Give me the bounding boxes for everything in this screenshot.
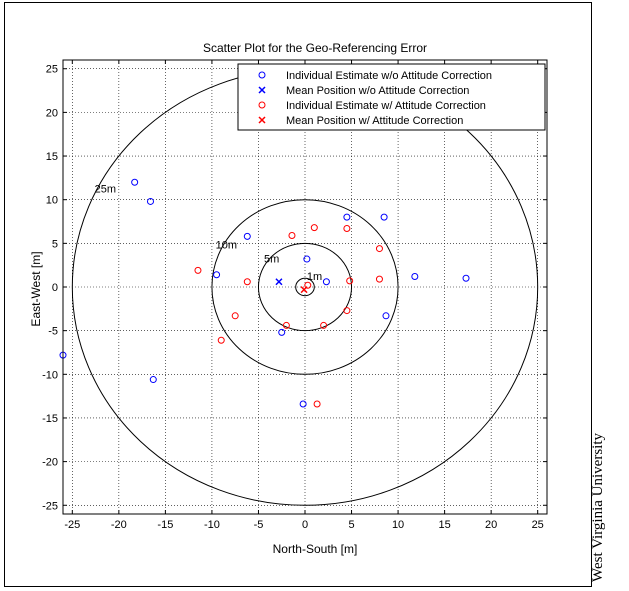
data-points — [59, 178, 470, 408]
circle-label: 5m — [264, 254, 279, 266]
figure-frame — [4, 2, 592, 587]
x-tick-label: 5 — [348, 519, 354, 531]
data-point-series-1 — [243, 232, 251, 240]
x-tick-label: -20 — [111, 519, 127, 531]
x-axis-label: North-South [m] — [273, 542, 358, 556]
legend-marker-stroke — [258, 116, 266, 124]
data-point-series-4-stroke — [300, 286, 308, 294]
circle-label: 10m — [216, 240, 237, 252]
y-tick-label: 20 — [46, 107, 58, 119]
x-tick-label: -15 — [157, 519, 173, 531]
y-tick-label: -25 — [42, 500, 58, 512]
y-tick-label: 10 — [46, 195, 58, 207]
data-point-series-1 — [462, 274, 470, 282]
data-point-series-3 — [346, 277, 354, 285]
watermark-text: West Virginia University — [590, 433, 606, 582]
x-tick-label: 10 — [392, 519, 404, 531]
legend: Individual Estimate w/o Attitude Correct… — [237, 63, 546, 131]
legend-entry: Individual Estimate w/ Attitude Correcti… — [286, 100, 486, 112]
data-point-series-2-stroke — [275, 278, 283, 286]
data-point-series-4 — [300, 286, 308, 294]
data-point-series-1 — [278, 328, 286, 336]
data-point-series-3 — [194, 266, 202, 274]
data-point-series-3 — [343, 307, 351, 315]
y-tick-label: 25 — [46, 64, 58, 76]
x-tick-label: 25 — [532, 519, 544, 531]
circle-label: 1m — [307, 271, 322, 283]
y-tick-label: -15 — [42, 413, 58, 425]
data-point-series-1 — [303, 255, 311, 263]
data-point-series-1 — [411, 273, 419, 281]
data-point-series-3 — [375, 275, 383, 283]
circle-5m — [257, 242, 353, 332]
data-point-series-3 — [217, 336, 225, 344]
data-point-series-1 — [299, 400, 307, 408]
data-point-series-1 — [149, 376, 157, 384]
axis-ticks: -25 -20 -15 -10 -5 0 5 10 15 20 25 -25 -20 -15 -10 -5 0 5… — [42, 60, 547, 531]
data-point-series-3 — [343, 225, 351, 233]
y-tick-label: -10 — [42, 369, 58, 381]
data-point-series-1 — [213, 271, 221, 279]
circle-10m — [211, 199, 399, 375]
circle-1m — [295, 277, 315, 297]
y-tick-label: -5 — [48, 326, 58, 338]
legend-marker — [258, 71, 266, 79]
x-tick-label: 20 — [485, 519, 497, 531]
y-tick-label: -20 — [42, 457, 58, 469]
data-point-series-3 — [282, 321, 290, 329]
data-point-series-3 — [288, 231, 296, 239]
grid-lines — [63, 60, 547, 514]
legend-marker — [258, 86, 266, 94]
data-point-series-2 — [275, 278, 283, 286]
data-point-series-1 — [146, 197, 154, 205]
data-point-series-1 — [380, 213, 388, 221]
data-point-series-1 — [131, 178, 139, 186]
distance-circles: 1m 5m 10m 25m — [71, 68, 539, 506]
x-tick-label: 15 — [438, 519, 450, 531]
legend-marker — [258, 101, 266, 109]
x-tick-label: -5 — [254, 519, 264, 531]
legend-marker — [258, 116, 266, 124]
circle-label: 25m — [95, 184, 116, 196]
data-point-series-1 — [322, 278, 330, 286]
data-point-series-3 — [313, 400, 321, 408]
legend-entry: Mean Position w/o Attitude Correction — [286, 85, 469, 97]
y-tick-label: 0 — [52, 282, 58, 294]
data-point-series-3 — [304, 281, 312, 289]
legend-entry: Individual Estimate w/o Attitude Correct… — [286, 70, 492, 82]
x-tick-label: -25 — [64, 519, 80, 531]
data-point-series-1 — [382, 312, 390, 320]
data-point-series-3 — [375, 245, 383, 253]
y-axis-label: East-West [m] — [29, 251, 43, 326]
data-point-series-3 — [243, 278, 251, 286]
x-tick-label: -10 — [204, 519, 220, 531]
y-tick-label: 5 — [52, 238, 58, 250]
data-point-series-1 — [343, 213, 351, 221]
legend-box — [237, 63, 546, 131]
data-point-series-3 — [310, 224, 318, 232]
legend-marker-stroke — [258, 86, 266, 94]
data-point-series-3 — [320, 321, 328, 329]
legend-entry: Mean Position w/ Attitude Correction — [286, 115, 463, 127]
chart-title: Scatter Plot for the Geo-Referencing Err… — [203, 41, 427, 55]
x-tick-label: 0 — [302, 519, 308, 531]
y-tick-label: 15 — [46, 151, 58, 163]
data-point-series-3 — [231, 312, 239, 320]
